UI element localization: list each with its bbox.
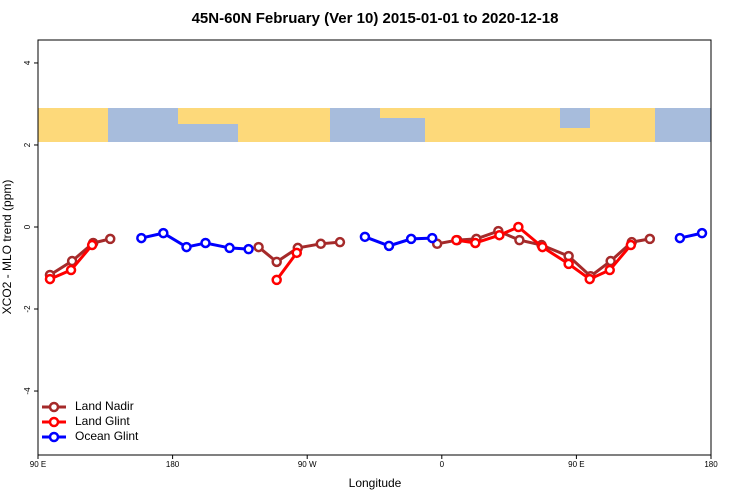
data-point: [253, 241, 264, 253]
y-tick-label: 0: [23, 224, 32, 229]
data-point: [514, 234, 525, 246]
data-point: [104, 233, 116, 245]
data-point: [86, 239, 98, 251]
data-point: [537, 241, 548, 253]
data-point: [563, 258, 574, 270]
y-axis-label: XCO2 - MLO trend (ppm): [0, 180, 14, 315]
x-tick-label: 0: [440, 460, 445, 469]
data-point: [334, 236, 346, 248]
x-tick-label: 90 E: [568, 460, 584, 469]
x-axis-label: Longitude: [349, 476, 402, 490]
data-point: [158, 227, 169, 239]
plot-frame: [37, 39, 712, 456]
y-tick-label: 4: [23, 60, 32, 65]
legend-label: Ocean Glint: [75, 429, 139, 443]
chart-title: 45N-60N February (Ver 10) 2015-01-01 to …: [192, 10, 559, 27]
y-tick-label: -2: [23, 305, 32, 313]
legend-marker: [48, 416, 60, 428]
data-point: [644, 233, 656, 245]
data-point: [383, 240, 395, 252]
data-point: [44, 273, 56, 285]
data-point: [243, 243, 254, 255]
legend-marker: [48, 401, 60, 413]
legend-label: Land Glint: [75, 414, 130, 428]
data-point: [359, 231, 371, 243]
data-point: [426, 232, 438, 244]
data-point: [604, 264, 616, 276]
data-point: [494, 229, 505, 241]
data-point: [470, 237, 481, 249]
y-tick-label: 2: [23, 142, 32, 147]
data-point: [451, 234, 462, 246]
data-point: [674, 232, 686, 244]
map-band: [38, 108, 711, 142]
data-point: [315, 238, 327, 250]
x-tick-label: 180: [704, 460, 718, 469]
legend-label: Land Nadir: [75, 399, 134, 413]
data-point: [136, 232, 147, 244]
data-point: [696, 227, 708, 239]
data-point: [513, 221, 524, 233]
legend-marker: [48, 431, 60, 443]
x-tick-label: 90 E: [30, 460, 46, 469]
data-point: [181, 241, 192, 253]
data-point: [200, 237, 211, 249]
data-point: [271, 256, 282, 268]
data-point: [271, 274, 282, 286]
data-point: [65, 264, 77, 276]
data-point: [625, 239, 637, 251]
x-tick-label: 180: [166, 460, 180, 469]
data-point: [405, 233, 417, 245]
data-point: [224, 242, 235, 254]
data-point: [291, 247, 302, 259]
data-point: [584, 273, 595, 285]
y-tick-label: -4: [23, 387, 32, 395]
series-line: [49, 225, 632, 281]
x-tick-label: 90 W: [298, 460, 317, 469]
